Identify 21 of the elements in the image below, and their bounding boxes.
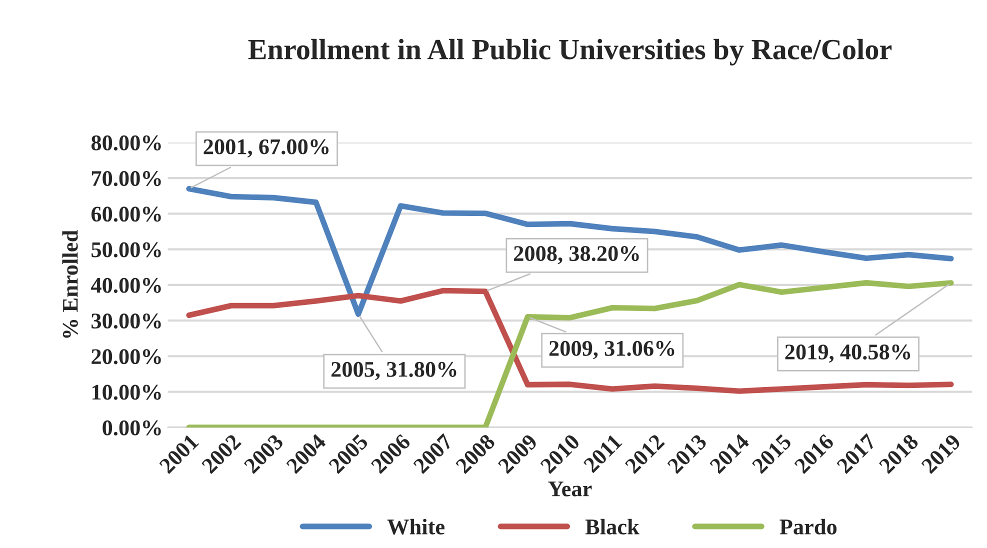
y-tick-label: 40.00% — [91, 278, 161, 293]
legend-label: Black — [585, 518, 640, 534]
annotation: 2019, 40.58% — [785, 344, 910, 363]
y-tick-label: 0.00% — [102, 420, 161, 436]
y-axis-title: % Enrolled — [62, 230, 78, 338]
x-axis-title: Year — [548, 482, 592, 496]
y-tick-label: 60.00% — [91, 206, 161, 222]
y-tick-label: 80.00% — [91, 135, 161, 151]
x-tick-label: 2011 — [582, 434, 623, 474]
legend-label: White — [387, 518, 444, 535]
y-tick-label: 50.00% — [92, 242, 161, 258]
annotation: 2005, 31.80% — [331, 362, 456, 380]
y-tick-label: 70.00% — [92, 171, 161, 186]
y-tick-label: 20.00% — [92, 349, 161, 364]
y-tick-label: 30.00% — [92, 314, 161, 329]
annotation: 2009, 31.06% — [549, 340, 674, 360]
annotation: 2001, 67.00% — [204, 139, 329, 158]
annotation: 2008, 38.20% — [514, 246, 639, 264]
chart-title: Enrollment in All Public Universities by Race/Color — [248, 38, 892, 66]
y-tick-label: 10.00% — [92, 384, 161, 400]
legend-label: Pardo — [780, 518, 837, 534]
